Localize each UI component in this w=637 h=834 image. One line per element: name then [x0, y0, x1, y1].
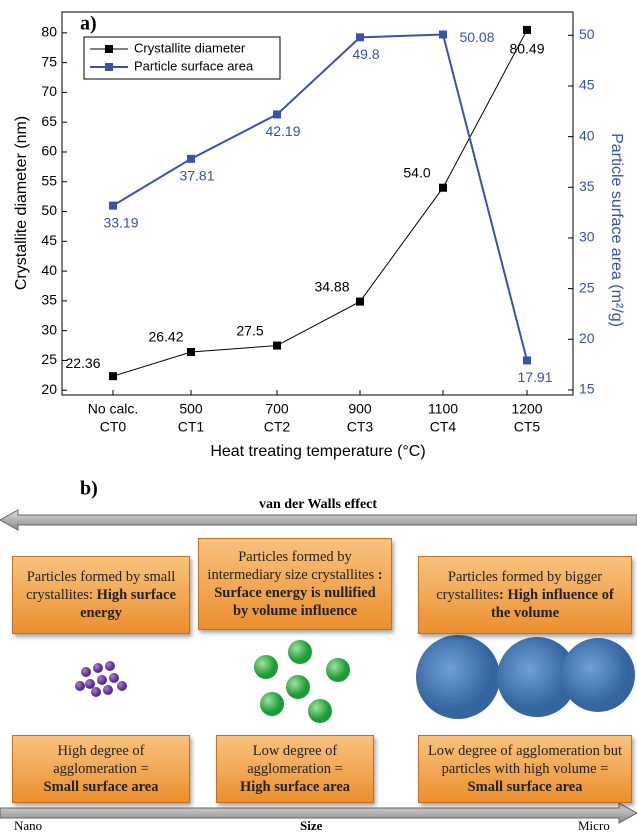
x-axis-title: Heat treating temperature (°C) [210, 443, 425, 460]
x-tick-label: CT3 [347, 419, 374, 435]
box-text: Low degree of agglomeration but particle… [427, 742, 623, 777]
legend-marker [105, 45, 113, 53]
x-tick-label: 900 [348, 401, 372, 417]
top-box: Particles formed by intermediary size cr… [198, 538, 392, 630]
box-emphasis: Small surface area [467, 779, 583, 796]
y-tick-label: 35 [41, 292, 57, 308]
y-tick-label: 50 [41, 202, 57, 218]
size-min-label: Nano [14, 818, 43, 833]
value-label: 37.81 [179, 168, 214, 184]
x-tick-label: 500 [179, 401, 203, 417]
value-label: 33.19 [103, 214, 138, 230]
y-tick-label: 60 [41, 143, 57, 159]
value-label: 17.91 [517, 369, 552, 385]
marker [523, 25, 531, 34]
y-tick-label: 70 [41, 83, 57, 99]
bottom-box: High degree of agglomeration = Small surf… [12, 735, 190, 803]
y-tick-label: 20 [41, 381, 57, 397]
value-label: 22.36 [65, 355, 100, 371]
y2-tick-label: 45 [579, 77, 595, 93]
marker [439, 183, 447, 192]
y2-tick-label: 50 [579, 26, 595, 42]
bottom-box: Low degree of agglomeration = High surfac… [216, 735, 374, 803]
legend-label: Crystallite diameter [134, 40, 246, 55]
value-label: 80.49 [509, 41, 544, 57]
y2-tick-label: 30 [579, 229, 595, 245]
marker [109, 372, 117, 381]
x-tick-label: No calc. [88, 401, 139, 417]
box-text: Particles formed by bigger crystallites [436, 568, 603, 603]
legend-marker [105, 63, 113, 71]
marker [356, 33, 364, 42]
bottom-arrow [0, 802, 637, 824]
marker [187, 347, 195, 356]
box-emphasis: : High influence of the volume [490, 586, 614, 622]
top-arrow-label: van der Walls effect [259, 497, 377, 512]
y2-tick-label: 35 [579, 178, 595, 194]
y-tick-label: 40 [41, 262, 57, 278]
value-label: 27.5 [236, 322, 263, 338]
y2-tick-label: 20 [579, 330, 595, 346]
x-tick-label: CT0 [100, 419, 127, 435]
box-text: Particles formed by intermediary size cr… [207, 548, 375, 583]
legend-label: Particle surface area [134, 58, 254, 73]
panel-label: b) [80, 478, 98, 500]
y-tick-label: 25 [41, 351, 57, 367]
y-tick-label: 65 [41, 113, 57, 129]
legend [83, 36, 281, 80]
y-tick-label: 75 [41, 53, 57, 69]
marker [523, 356, 531, 365]
small-particles [75, 661, 127, 697]
marker [187, 154, 195, 163]
box-text: Low degree of agglomeration = [247, 742, 343, 777]
marker [273, 110, 281, 119]
y2-tick-label: 15 [579, 381, 595, 397]
plot-frame [61, 11, 574, 396]
size-label: Size [300, 818, 323, 833]
box-emphasis: High surface area [239, 779, 351, 796]
medium-particles [254, 640, 350, 723]
panel-label: a) [80, 13, 97, 35]
y-tick-label: 55 [41, 172, 57, 188]
y2-axis-title: Particle surface area (m²/g) [608, 133, 625, 327]
value-label: 26.42 [148, 329, 183, 345]
x-tick-label: 700 [265, 401, 289, 417]
box-emphasis: Small surface area [43, 779, 159, 796]
series-line [112, 29, 528, 377]
y-axis-title: Crystallite diameter (nm) [13, 116, 30, 290]
top-arrow [0, 509, 637, 531]
x-tick-label: CT4 [430, 419, 457, 435]
marker [356, 297, 364, 306]
y2-tick-label: 25 [579, 279, 595, 295]
x-tick-label: 1100 [428, 401, 458, 417]
marker [109, 201, 117, 210]
series-line [112, 33, 528, 361]
box-text: Particles formed by small crystallites: [26, 568, 176, 603]
large-particles [416, 635, 635, 719]
box-emphasis: High surface energy [80, 586, 176, 622]
top-box: Particles formed by small crystallites: … [12, 556, 190, 634]
value-label: 50.08 [459, 29, 494, 45]
value-label: 49.8 [352, 46, 379, 62]
marker [273, 341, 281, 350]
y-tick-label: 80 [41, 24, 57, 40]
x-tick-label: CT5 [514, 419, 541, 435]
box-text: High degree of agglomeration = [53, 742, 149, 777]
x-tick-label: 1200 [511, 401, 542, 417]
value-label: 54.0 [403, 164, 430, 180]
x-tick-label: CT1 [178, 419, 205, 435]
x-tick-label: CT2 [264, 419, 291, 435]
y-tick-label: 45 [41, 232, 57, 248]
box-emphasis: : Surface energy is nullified by volume … [214, 566, 383, 620]
size-max-label: Micro [578, 818, 610, 833]
y-tick-label: 30 [41, 321, 57, 337]
value-label: 42.19 [265, 123, 300, 139]
value-label: 34.88 [314, 278, 349, 294]
y2-tick-label: 40 [579, 127, 595, 143]
bottom-box: Low degree of agglomeration but particle… [418, 735, 632, 803]
marker [439, 30, 447, 39]
top-box: Particles formed by bigger crystallites:… [418, 556, 632, 634]
